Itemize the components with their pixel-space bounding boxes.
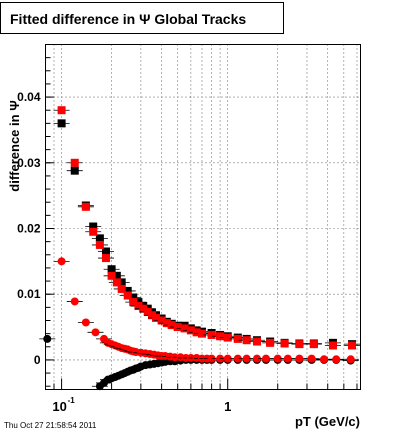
data-point bbox=[70, 297, 79, 306]
chart-title: Fitted difference in Ψ Global Tracks bbox=[10, 11, 246, 27]
data-point bbox=[112, 278, 121, 287]
data-point bbox=[70, 166, 79, 175]
y-tick-labels: 0 0.01 0.02 0.03 0.04 bbox=[17, 90, 41, 367]
y-tick-label: 0.04 bbox=[17, 90, 41, 104]
data-point bbox=[57, 106, 66, 115]
y-tick-label: 0.03 bbox=[17, 156, 41, 170]
x-tick-base: 1 bbox=[224, 399, 231, 414]
title-box bbox=[0, 2, 284, 34]
data-point bbox=[91, 328, 100, 337]
data-point bbox=[123, 291, 132, 300]
data-point bbox=[101, 254, 110, 263]
data-point bbox=[216, 332, 225, 341]
data-point bbox=[266, 338, 275, 347]
data-point bbox=[261, 354, 270, 363]
data-point bbox=[89, 227, 98, 236]
data-point bbox=[167, 321, 176, 330]
x-tick-label: 1 bbox=[224, 399, 231, 414]
data-point bbox=[151, 313, 160, 322]
data-point bbox=[70, 158, 79, 167]
timestamp: Thu Oct 27 21:58:54 2011 bbox=[4, 421, 97, 430]
x-axis-label: pT (GeV/c) bbox=[295, 414, 360, 429]
data-point bbox=[134, 302, 143, 311]
data-point bbox=[129, 298, 138, 307]
data-point bbox=[242, 354, 251, 363]
x-tick-label: 10 -1 bbox=[52, 396, 75, 414]
data-point bbox=[89, 222, 98, 231]
data-point bbox=[207, 330, 216, 339]
data-point bbox=[197, 329, 206, 338]
data-point bbox=[295, 340, 304, 349]
data-point bbox=[207, 354, 216, 363]
data-point bbox=[346, 355, 355, 364]
data-point bbox=[273, 354, 282, 363]
y-tick-label: 0.02 bbox=[17, 222, 41, 236]
data-point bbox=[147, 311, 156, 320]
series-1 bbox=[53, 106, 361, 350]
x-tick-labels: 10 -1 1 bbox=[52, 396, 231, 414]
data-point bbox=[328, 341, 337, 350]
data-point bbox=[129, 293, 138, 302]
data-point bbox=[162, 319, 171, 328]
data-point bbox=[101, 247, 110, 256]
data-point bbox=[280, 339, 289, 348]
data-point bbox=[180, 324, 189, 333]
data-points bbox=[39, 106, 361, 391]
data-point bbox=[252, 337, 261, 346]
data-point bbox=[307, 354, 316, 363]
data-point bbox=[57, 119, 66, 128]
data-point bbox=[223, 333, 232, 342]
data-point bbox=[309, 340, 318, 349]
data-point bbox=[123, 286, 132, 295]
data-point bbox=[107, 271, 116, 280]
data-point bbox=[320, 355, 329, 364]
data-point bbox=[348, 341, 357, 350]
data-point bbox=[95, 240, 104, 249]
plot-frame bbox=[45, 44, 361, 390]
data-point bbox=[81, 202, 90, 211]
data-point bbox=[107, 265, 116, 274]
y-tick-label: 0 bbox=[34, 353, 41, 367]
y-axis-label: difference in Ψ bbox=[7, 100, 22, 191]
series-3 bbox=[53, 257, 359, 364]
data-point bbox=[223, 354, 232, 363]
data-point bbox=[43, 334, 52, 343]
data-point bbox=[117, 284, 126, 293]
data-point bbox=[242, 336, 251, 345]
grid bbox=[45, 44, 361, 390]
x-tick-base: 10 bbox=[52, 399, 66, 414]
x-tick-exponent: -1 bbox=[68, 396, 76, 405]
data-point bbox=[139, 304, 148, 313]
axes-ticks bbox=[45, 57, 358, 390]
data-point bbox=[186, 326, 195, 335]
data-point bbox=[192, 328, 201, 337]
data-point bbox=[283, 354, 292, 363]
data-point bbox=[295, 354, 304, 363]
data-point bbox=[173, 323, 182, 332]
series-0 bbox=[53, 119, 361, 349]
data-point bbox=[233, 334, 242, 343]
y-tick-label: 0.01 bbox=[17, 287, 41, 301]
data-point bbox=[332, 355, 341, 364]
data-point bbox=[57, 257, 66, 266]
data-point bbox=[143, 307, 152, 316]
data-point bbox=[95, 234, 104, 243]
data-point bbox=[157, 316, 166, 325]
data-point bbox=[233, 354, 242, 363]
data-point bbox=[81, 318, 90, 327]
data-point bbox=[252, 354, 261, 363]
